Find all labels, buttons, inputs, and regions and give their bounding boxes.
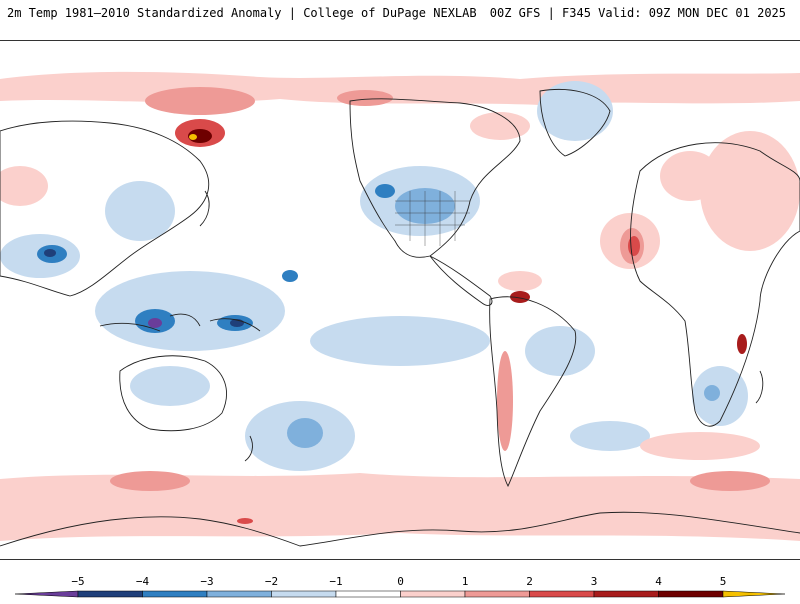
andes-warm-region xyxy=(497,351,513,451)
colorbar-tick-label: 3 xyxy=(591,575,598,588)
colorbar-tick-label: 1 xyxy=(462,575,469,588)
coastline-layer xyxy=(0,88,800,547)
australia-coast xyxy=(119,355,227,432)
maritime-continent-cold-region xyxy=(95,271,285,351)
morocco-strong-warm xyxy=(628,236,640,256)
asia-coast xyxy=(0,120,210,297)
colorbar-tick-label: 4 xyxy=(655,575,662,588)
colorbar-tick-label: −3 xyxy=(200,575,213,588)
colorbar-tick-label: 2 xyxy=(526,575,533,588)
southern-africa-moderate-cold xyxy=(704,385,720,401)
colorbar-segment xyxy=(142,590,208,598)
southern-africa-cold-region xyxy=(692,366,748,426)
colorbar-graphic: −5 −4 −3 −2 −1 0 1 2 3 4 5 xyxy=(14,575,786,598)
indian-ocean-warm-region xyxy=(640,432,760,460)
west-asia-warm-region xyxy=(0,166,48,206)
greenland-coast xyxy=(539,88,611,157)
australia-cold-region xyxy=(130,366,210,406)
arctic-warm-band xyxy=(0,71,800,105)
us-state-borders xyxy=(395,191,470,246)
south-atlantic-cold-region xyxy=(570,421,650,451)
brazil-cold-region xyxy=(525,326,595,376)
colorbar-segment xyxy=(271,590,337,598)
indonesia-extreme-cold xyxy=(148,318,162,328)
colorbar-segment xyxy=(722,590,786,598)
colorbar-segment xyxy=(658,590,724,598)
colorbar-tick-label: 0 xyxy=(397,575,404,588)
antarctica-coast xyxy=(0,511,800,547)
siberia-warm-region xyxy=(145,87,255,115)
colorbar-segment xyxy=(529,590,595,598)
indonesia-coast xyxy=(99,313,261,332)
anomaly-map xyxy=(0,40,800,560)
southern-ocean-moderate-warm xyxy=(110,471,190,491)
east-siberia-max-warm xyxy=(189,134,197,140)
colorbar-segment xyxy=(400,590,466,598)
model-run-label: 00Z GFS | F345 Valid: 09Z MON DEC 01 202… xyxy=(489,6,786,20)
map-title: 2m Temp 1981–2010 Standardized Anomaly |… xyxy=(7,6,477,20)
anomaly-fill-layer xyxy=(0,71,800,541)
europe-warm-region xyxy=(660,151,720,201)
rockies-strong-cold xyxy=(375,184,395,198)
middle-east-warm-region xyxy=(700,131,800,251)
colorbar-segment xyxy=(593,590,659,598)
madagascar-coast xyxy=(755,370,764,404)
baffin-warm-region xyxy=(470,112,530,140)
south-pacific-moderate-cold xyxy=(287,418,323,448)
bering-warm-region xyxy=(337,90,393,106)
tropical-pacific-cold-region xyxy=(310,316,490,366)
colorbar-segment xyxy=(14,590,79,598)
south-america-coast xyxy=(489,296,577,488)
central-america-coast xyxy=(429,255,493,306)
central-pacific-cold-spot xyxy=(282,270,298,282)
greenland-cold-region xyxy=(537,81,613,141)
southern-ocean-moderate-warm-east xyxy=(690,471,770,491)
colorbar: −5 −4 −3 −2 −1 0 1 2 3 4 5 xyxy=(0,565,800,600)
japan-coast xyxy=(199,190,210,227)
venezuela-extreme-warm xyxy=(510,291,530,303)
colorbar-tick-label: 5 xyxy=(720,575,727,588)
colorbar-segment xyxy=(77,590,143,598)
antarctic-warm-spot xyxy=(237,518,253,524)
colorbar-segment xyxy=(464,590,530,598)
colorbar-segment xyxy=(335,590,401,598)
map-canvas xyxy=(0,71,800,547)
colorbar-segment xyxy=(206,590,272,598)
caribbean-warm-region xyxy=(498,271,542,291)
colorbar-tick-label: −4 xyxy=(136,575,150,588)
colorbar-tick-label: −1 xyxy=(329,575,342,588)
east-africa-warm-spot xyxy=(737,334,747,354)
east-asia-cold-region xyxy=(105,181,175,241)
bay-bengal-extreme-cold xyxy=(44,249,56,257)
new-zealand-coast xyxy=(244,435,253,462)
colorbar-tick-label: −5 xyxy=(71,575,84,588)
europe-africa-coast xyxy=(630,142,800,427)
colorbar-tick-label: −2 xyxy=(265,575,278,588)
southern-ocean-warm-ring xyxy=(0,473,800,541)
north-america-coast xyxy=(349,98,521,258)
